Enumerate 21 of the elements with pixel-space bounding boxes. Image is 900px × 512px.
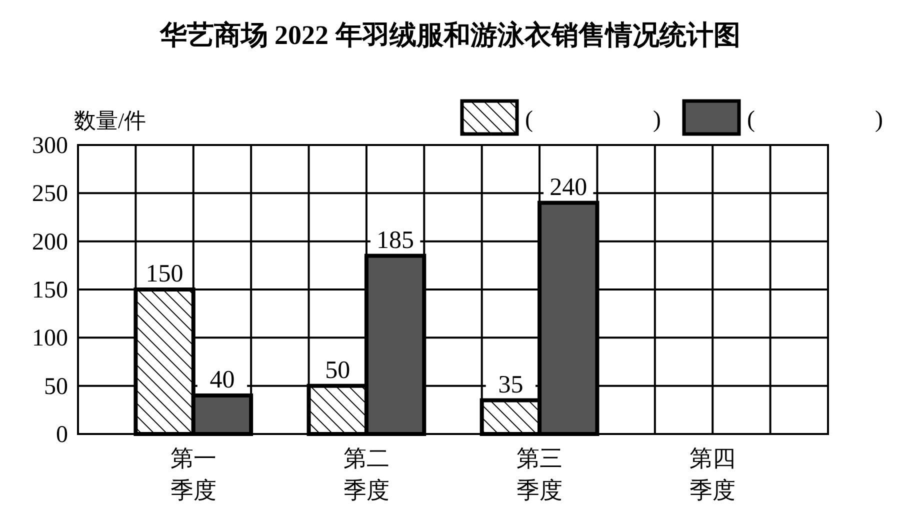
- chart-title: 华艺商场 2022 年羽绒服和游泳衣销售情况统计图: [158, 20, 740, 50]
- data-label: 150: [146, 260, 184, 288]
- x-tick-label: 第一季度: [170, 446, 216, 503]
- legend-label: ( ): [525, 107, 661, 133]
- y-tick-label: 250: [32, 181, 68, 208]
- legend-label: ( ): [747, 107, 883, 133]
- y-tick-label: 200: [32, 229, 68, 256]
- y-tick-label: 50: [44, 374, 68, 400]
- y-tick-label: 150: [32, 278, 68, 304]
- x-tick-label: 第二季度: [343, 446, 390, 503]
- x-tick-label: 第三季度: [516, 446, 563, 503]
- data-label: 240: [550, 174, 588, 201]
- y-tick-label: 300: [32, 133, 68, 159]
- x-tick-label: 第四季度: [690, 446, 736, 503]
- y-tick-label: 0: [56, 422, 68, 448]
- data-label: 35: [498, 371, 524, 398]
- data-label: 50: [325, 356, 350, 384]
- y-tick-label: 100: [32, 326, 68, 352]
- data-label: 185: [376, 226, 414, 254]
- y-axis-title: 数量/件: [74, 108, 146, 133]
- data-label: 40: [210, 366, 235, 394]
